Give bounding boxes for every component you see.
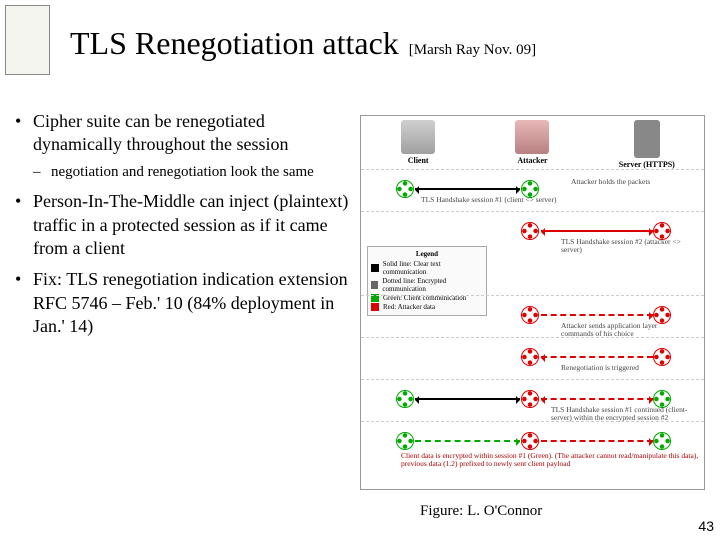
line-attacker-server: [541, 314, 653, 316]
server-label: Server (HTTPS): [607, 160, 687, 169]
actor-attacker: Attacker: [492, 120, 572, 169]
lane-1-label-b: Attacker holds the packets: [571, 178, 661, 186]
figure-credit: Figure: L. O'Connor: [420, 503, 542, 520]
lane-5: TLS Handshake session #1 continued (clie…: [361, 379, 704, 421]
title-citation: [Marsh Ray Nov. 09]: [409, 42, 536, 59]
bullet-1-sub: negotiation and renegotiation look the s…: [33, 163, 355, 183]
lane-1: TLS Handshake session #1 (client <> serv…: [361, 169, 704, 211]
page-number: 43: [698, 518, 714, 534]
legend-title: Legend: [371, 250, 483, 258]
server-icon: [634, 120, 660, 158]
line-client-mid: [415, 398, 520, 400]
lane-1-label-a: TLS Handshake session #1 (client <> serv…: [421, 196, 557, 204]
attacker-label: Attacker: [492, 156, 572, 165]
legend-row-2: Dotted line: Encrypted communication: [371, 277, 483, 293]
line-client-mid: [415, 440, 520, 442]
legend-row-1: Solid line: Clear text communication: [371, 260, 483, 276]
ball-server: [653, 348, 671, 366]
bullet-3: Fix: TLS renegotiation indication extens…: [15, 268, 355, 338]
lane-2-label: TLS Handshake session #2 (attacker <> se…: [561, 238, 681, 255]
line-mid-server: [541, 440, 653, 442]
bullet-2: Person-In-The-Middle can inject (plainte…: [15, 190, 355, 260]
ball-client: [396, 432, 414, 450]
client-label: Client: [378, 156, 458, 165]
lane-6-label: Client data is encrypted within session …: [401, 452, 701, 469]
lane-4-label: Renegotiation is triggered: [561, 364, 639, 372]
university-logo: [5, 5, 50, 75]
bullet-1-text: Cipher suite can be renegotiated dynamic…: [33, 111, 288, 154]
line-mid-server: [541, 398, 653, 400]
ball-attacker: [521, 306, 539, 324]
lane-4: Renegotiation is triggered: [361, 337, 704, 379]
actor-client: Client: [378, 120, 458, 169]
client-icon: [401, 120, 435, 154]
line-attacker-server: [541, 230, 653, 232]
attack-diagram: Client Attacker Server (HTTPS) TLS Hands…: [360, 115, 705, 490]
lane-6: Client data is encrypted within session …: [361, 421, 704, 463]
attacker-icon: [515, 120, 549, 154]
lane-3: Attacker sends application layer command…: [361, 295, 704, 337]
title-row: TLS Renegotiation attack [Marsh Ray Nov.…: [70, 25, 536, 62]
slide-title: TLS Renegotiation attack: [70, 25, 399, 62]
line-client-attacker: [415, 188, 520, 190]
line-server-attacker: [541, 356, 653, 358]
bullet-content: Cipher suite can be renegotiated dynamic…: [15, 110, 355, 347]
bullet-1: Cipher suite can be renegotiated dynamic…: [15, 110, 355, 182]
actor-server: Server (HTTPS): [607, 120, 687, 169]
